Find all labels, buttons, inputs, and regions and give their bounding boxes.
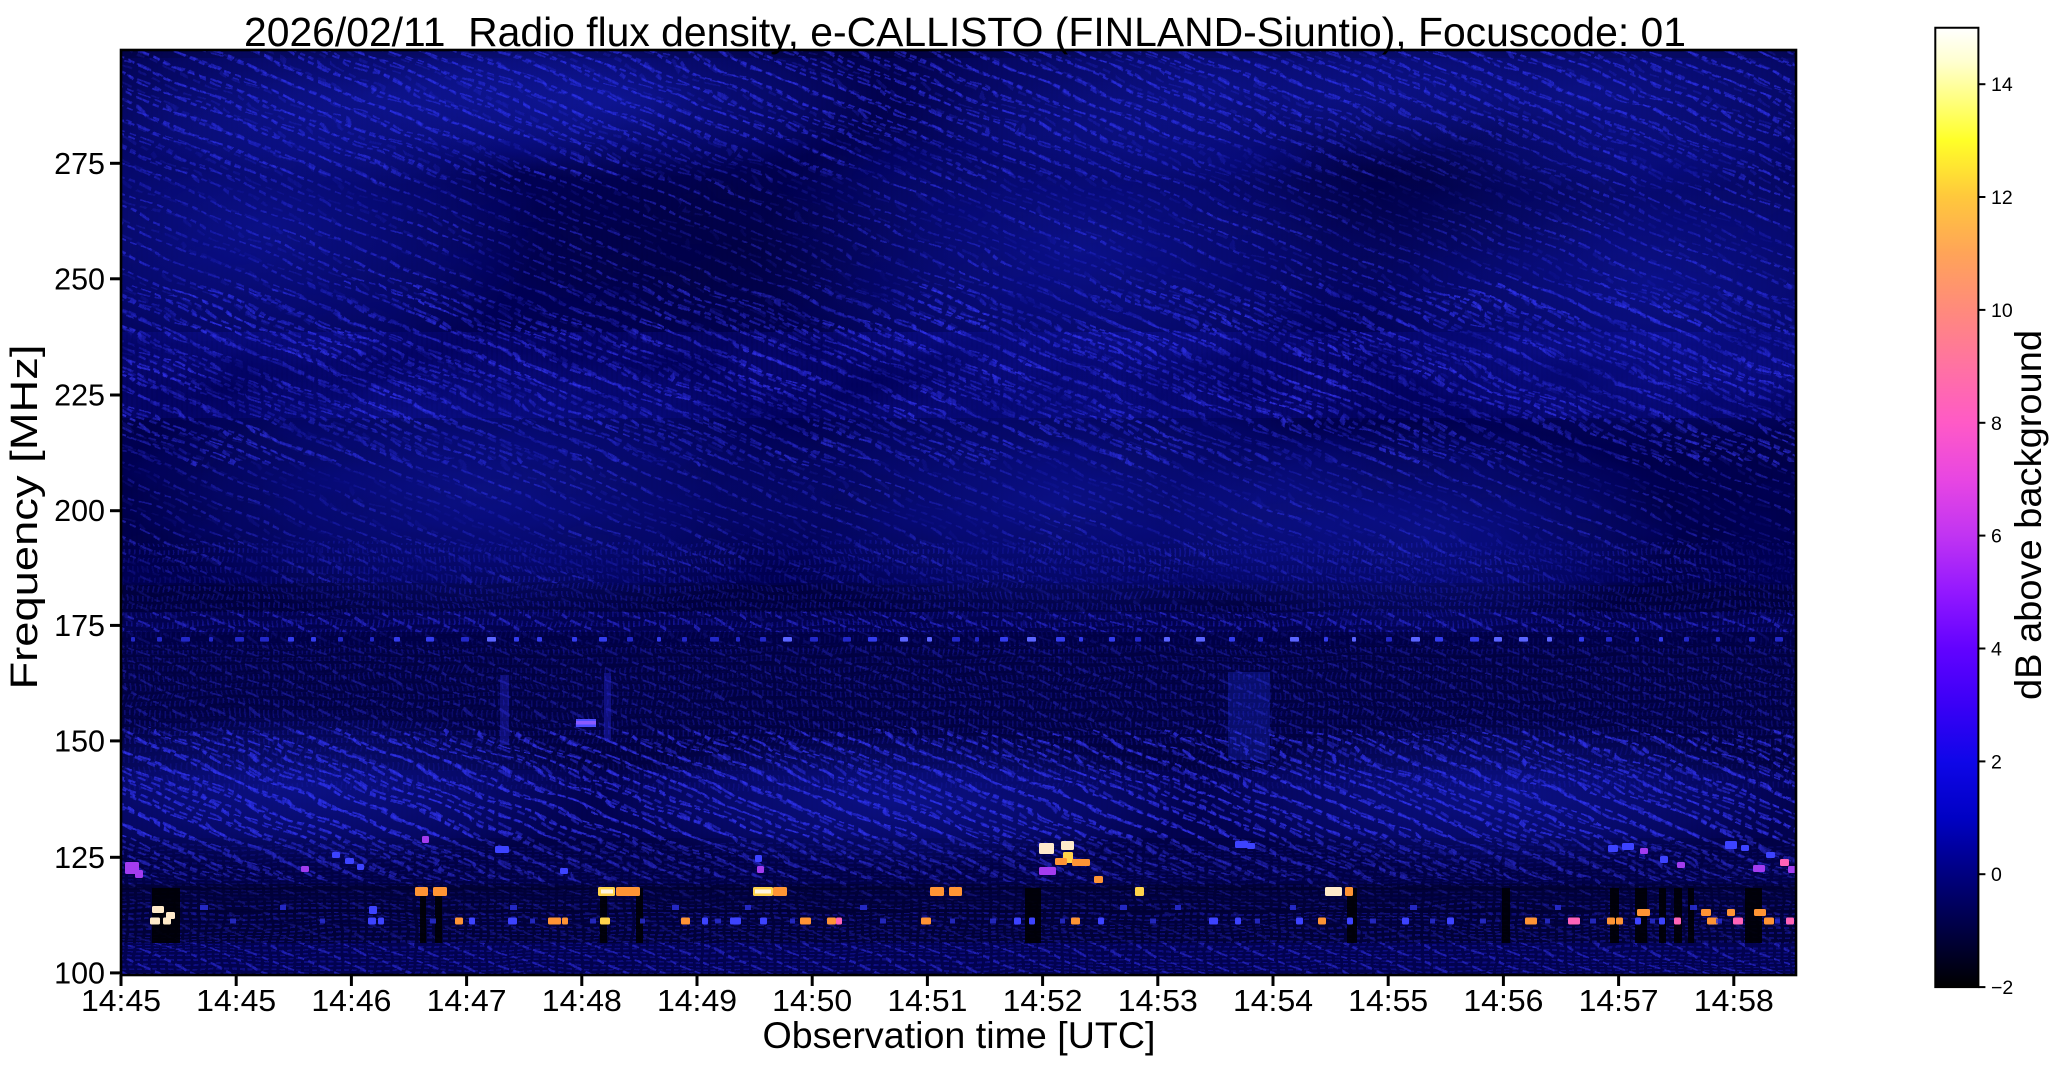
svg-text:14:50: 14:50 — [772, 984, 852, 1018]
svg-text:Observation time [UTC]: Observation time [UTC] — [763, 1015, 1156, 1056]
svg-text:225: 225 — [54, 379, 105, 413]
svg-text:250: 250 — [54, 262, 105, 296]
svg-text:14:45: 14:45 — [196, 984, 276, 1018]
svg-text:14:56: 14:56 — [1463, 984, 1543, 1018]
svg-text:100: 100 — [54, 956, 105, 990]
svg-text:14:58: 14:58 — [1694, 984, 1774, 1018]
svg-text:14:49: 14:49 — [657, 984, 737, 1018]
svg-text:14: 14 — [1991, 74, 2013, 96]
svg-text:14:54: 14:54 — [1233, 984, 1313, 1018]
svg-text:10: 10 — [1991, 300, 2013, 322]
svg-text:−2: −2 — [1991, 977, 2013, 999]
svg-text:14:52: 14:52 — [1003, 984, 1083, 1018]
svg-text:14:57: 14:57 — [1579, 984, 1659, 1018]
svg-text:2026/02/11 Radio flux density: 2026/02/11 Radio flux density, e-CALLIST… — [244, 9, 1686, 55]
svg-text:14:55: 14:55 — [1348, 984, 1428, 1018]
svg-text:125: 125 — [54, 841, 105, 875]
svg-text:0: 0 — [1991, 864, 2002, 886]
svg-text:14:53: 14:53 — [1118, 984, 1198, 1018]
svg-text:150: 150 — [54, 724, 105, 758]
svg-text:14:47: 14:47 — [427, 984, 507, 1018]
svg-text:4: 4 — [1991, 639, 2002, 661]
svg-text:8: 8 — [1991, 413, 2002, 435]
svg-text:14:51: 14:51 — [887, 984, 967, 1018]
svg-text:14:46: 14:46 — [311, 984, 391, 1018]
svg-text:6: 6 — [1991, 526, 2002, 548]
svg-text:dB above background: dB above background — [2008, 330, 2049, 700]
svg-text:14:48: 14:48 — [542, 984, 622, 1018]
svg-text:2: 2 — [1991, 751, 2002, 773]
svg-text:Frequency [MHz]: Frequency [MHz] — [4, 345, 46, 690]
svg-text:175: 175 — [54, 609, 105, 643]
svg-text:12: 12 — [1991, 187, 2013, 209]
svg-text:275: 275 — [54, 147, 105, 181]
svg-text:200: 200 — [54, 494, 105, 528]
svg-text:14:45: 14:45 — [81, 984, 161, 1018]
